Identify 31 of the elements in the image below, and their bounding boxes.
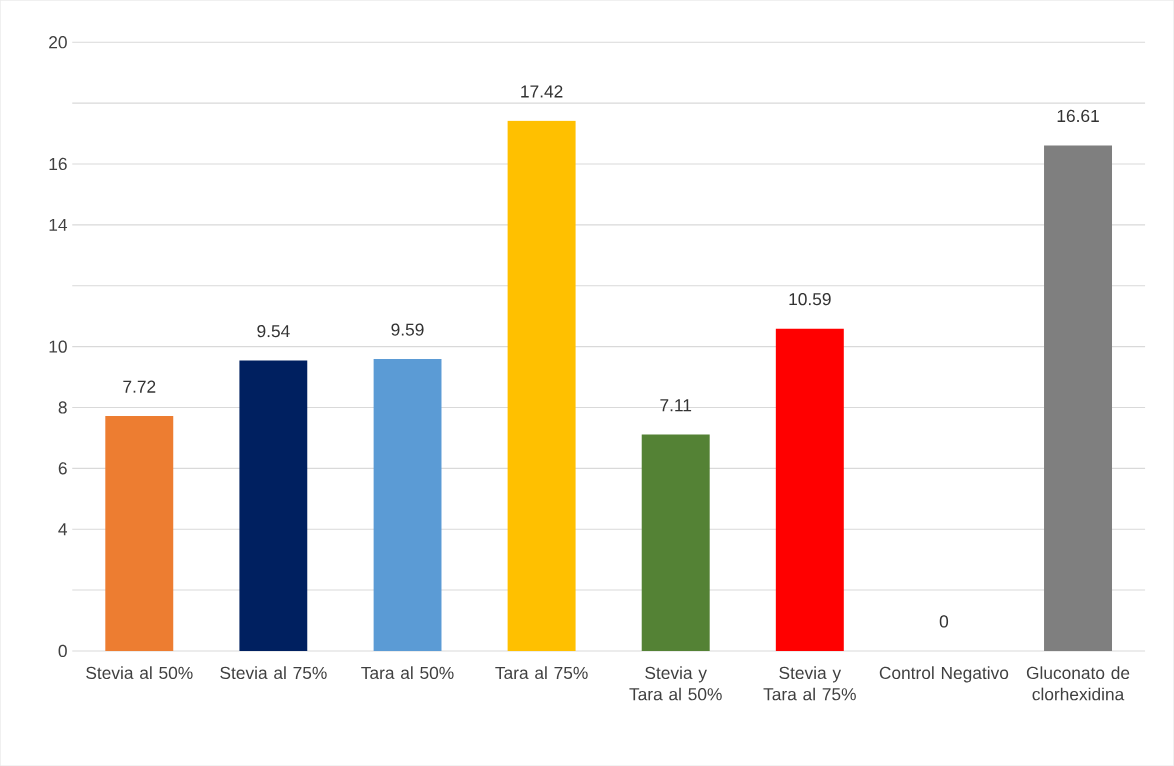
data-label: 7.72 <box>123 380 156 393</box>
y-tick-label: 20 <box>49 36 67 49</box>
data-label: 16.61 <box>1057 109 1099 122</box>
data-label: 10.59 <box>789 292 831 306</box>
bar <box>1044 145 1113 651</box>
y-tick-label: 10 <box>49 340 67 353</box>
bar <box>239 360 308 651</box>
x-tick-label: Tara al 75% <box>495 666 588 679</box>
bar <box>641 434 710 651</box>
y-tick-label: 8 <box>58 401 67 414</box>
x-tick-label: Control Negativo <box>879 666 1009 683</box>
data-label: 7.11 <box>660 399 692 412</box>
data-label: 9.59 <box>391 323 424 336</box>
data-label: 9.54 <box>257 324 290 338</box>
x-tick-label: Stevia y Tara al 50% <box>629 666 722 701</box>
bar <box>105 415 174 651</box>
x-tick-label: Stevia al 75% <box>220 666 327 679</box>
bar <box>775 328 844 651</box>
x-tick-label: Gluconato de clorhexidina <box>1026 666 1130 701</box>
data-label: 17.42 <box>521 85 563 98</box>
y-tick-label: 6 <box>58 462 67 475</box>
y-tick-label: 14 <box>49 218 68 231</box>
bar <box>507 120 576 651</box>
y-tick-label: 16 <box>49 157 67 171</box>
x-tick-label: Stevia y Tara al 75% <box>763 666 856 701</box>
data-label: 0 <box>939 615 949 628</box>
y-tick-label: 4 <box>58 523 68 536</box>
x-tick-label: Stevia al 50% <box>86 666 193 679</box>
x-tick-label: Tara al 50% <box>361 666 454 679</box>
bar <box>373 359 442 651</box>
y-tick-label: 0 <box>58 644 67 658</box>
